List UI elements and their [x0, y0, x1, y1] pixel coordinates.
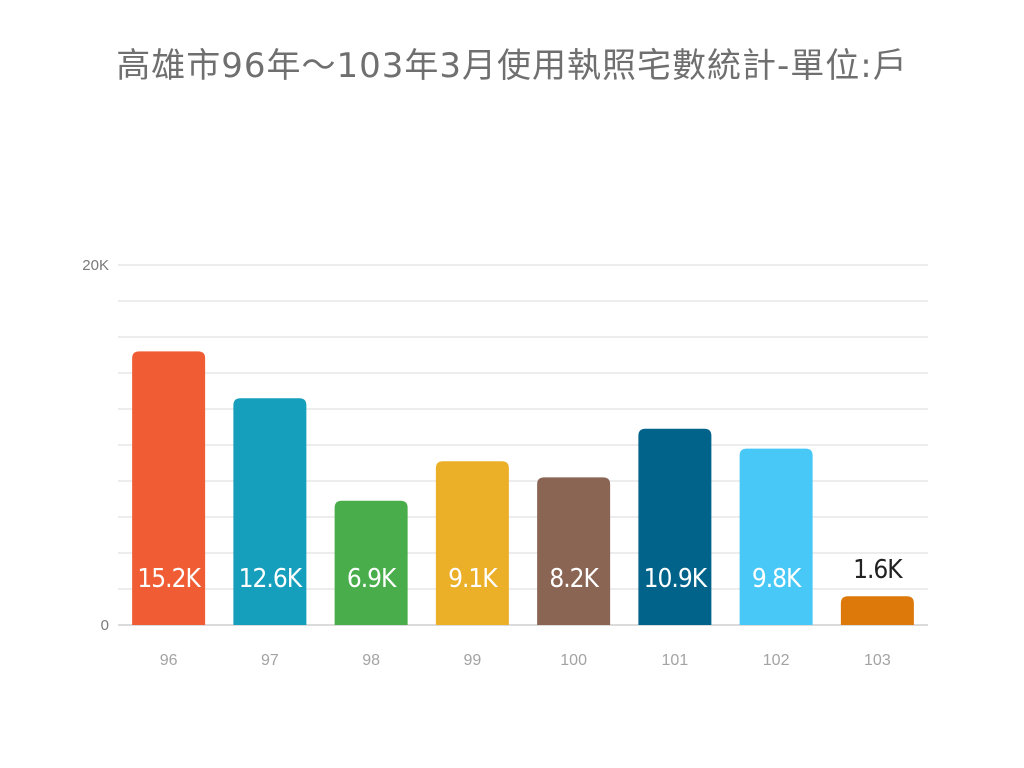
chart-title: 高雄市96年～103年3月使用執照宅數統計-單位:戶 [116, 46, 908, 86]
data-label: 6.9K [347, 564, 397, 594]
x-tick-label: 98 [362, 652, 380, 669]
data-label: 9.1K [448, 564, 498, 594]
data-label: 8.2K [549, 564, 599, 594]
data-label: 1.6K [853, 555, 903, 585]
bar-100 [537, 477, 611, 625]
x-tick-label: 102 [763, 652, 790, 669]
x-tick-label: 103 [864, 652, 891, 669]
bar-97 [233, 398, 307, 625]
bar-98 [334, 500, 408, 625]
bar-103 [840, 596, 914, 625]
data-label: 10.9K [644, 564, 708, 594]
data-label: 15.2K [137, 564, 201, 594]
bar-96 [132, 351, 206, 625]
bar-102 [739, 448, 813, 625]
bar-99 [435, 461, 509, 625]
x-tick-label: 96 [160, 652, 178, 669]
bar-101 [638, 428, 712, 625]
x-tick-label: 101 [662, 652, 689, 669]
x-tick-label: 99 [463, 652, 481, 669]
y-tick-label: 20K [82, 257, 109, 274]
x-tick-label: 97 [261, 652, 279, 669]
y-tick-label: 0 [101, 617, 109, 634]
x-tick-label: 100 [560, 652, 587, 669]
data-label: 12.6K [239, 564, 303, 594]
data-label: 9.8K [752, 564, 802, 594]
